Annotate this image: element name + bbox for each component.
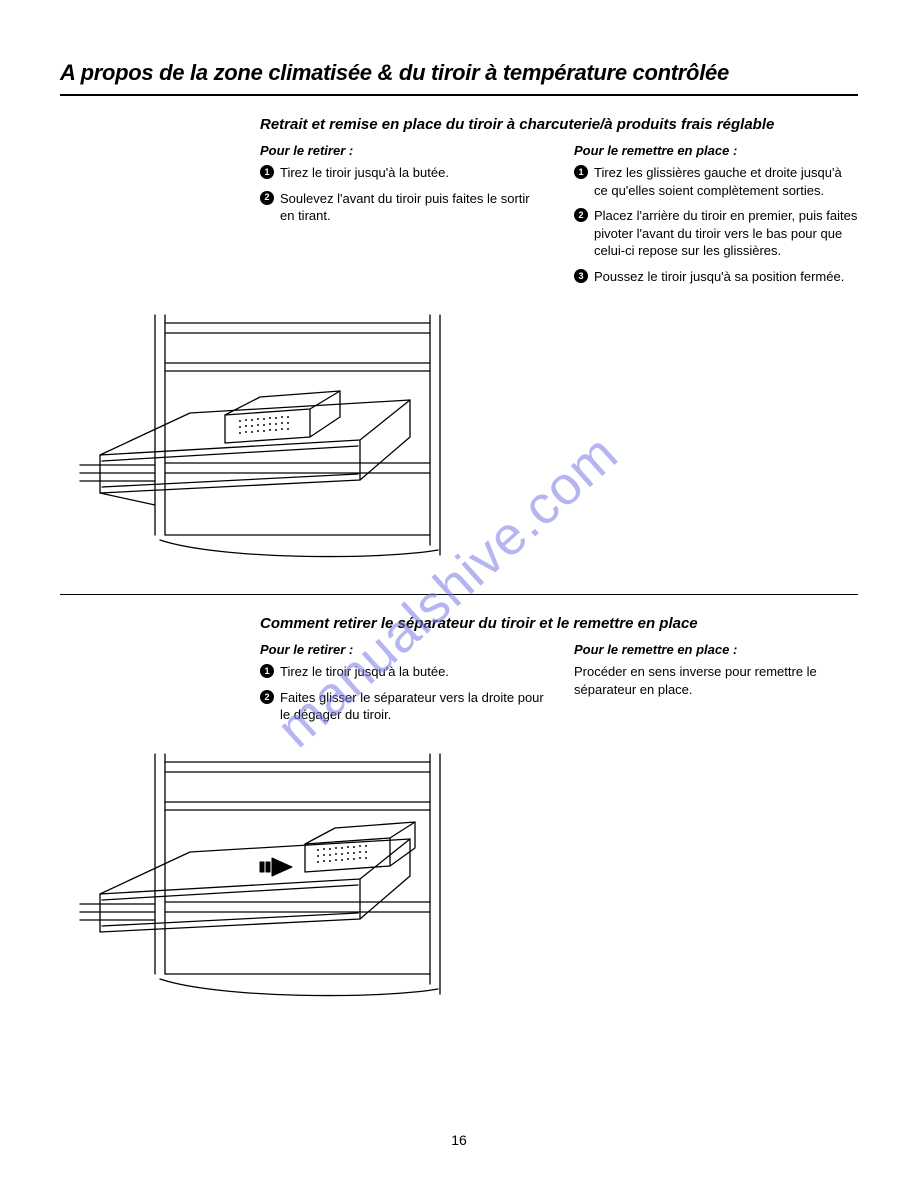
section2-left-heading: Pour le retirer : bbox=[260, 642, 544, 657]
section2-left-step: 2 Faites glisser le séparateur vers la d… bbox=[260, 689, 544, 724]
section2-right-heading: Pour le remettre en place : bbox=[574, 642, 858, 657]
section2-left-step: 1 Tirez le tiroir jusqu'à la butée. bbox=[260, 663, 544, 681]
section-divider bbox=[60, 594, 858, 595]
drawer-diagram-1 bbox=[60, 305, 858, 570]
step-text: Faites glisser le séparateur vers la dro… bbox=[280, 689, 544, 724]
section1-right-step: 3 Poussez le tiroir jusqu'à sa position … bbox=[574, 268, 858, 286]
bullet-icon: 2 bbox=[260, 191, 274, 205]
section1-right-step: 1 Tirez les glissières gauche et droite … bbox=[574, 164, 858, 199]
drawer-diagram-2 bbox=[60, 744, 858, 1009]
bullet-icon: 1 bbox=[260, 664, 274, 678]
step-text: Placez l'arrière du tiroir en premier, p… bbox=[594, 207, 858, 260]
step-text: Poussez le tiroir jusqu'à sa position fe… bbox=[594, 268, 858, 286]
section2-columns: Pour le retirer : 1 Tirez le tiroir jusq… bbox=[260, 642, 858, 732]
section1-left-heading: Pour le retirer : bbox=[260, 143, 544, 158]
page-number: 16 bbox=[0, 1132, 918, 1148]
section1-columns: Pour le retirer : 1 Tirez le tiroir jusq… bbox=[260, 143, 858, 293]
section2-title: Comment retirer le séparateur du tiroir … bbox=[260, 615, 858, 632]
drawer-illustration-icon bbox=[60, 305, 460, 565]
divider-illustration-icon bbox=[60, 744, 460, 1004]
section2-right-text: Procéder en sens inverse pour remettre l… bbox=[574, 663, 858, 698]
bullet-icon: 1 bbox=[260, 165, 274, 179]
section1-right-heading: Pour le remettre en place : bbox=[574, 143, 858, 158]
step-text: Tirez les glissières gauche et droite ju… bbox=[594, 164, 858, 199]
bullet-icon: 3 bbox=[574, 269, 588, 283]
section1-title: Retrait et remise en place du tiroir à c… bbox=[260, 116, 858, 133]
step-text: Tirez le tiroir jusqu'à la butée. bbox=[280, 164, 544, 182]
step-text: Soulevez l'avant du tiroir puis faites l… bbox=[280, 190, 544, 225]
section1-left-step: 1 Tirez le tiroir jusqu'à la butée. bbox=[260, 164, 544, 182]
page-title: A propos de la zone climatisée & du tiro… bbox=[60, 60, 858, 96]
section1-left-col: Pour le retirer : 1 Tirez le tiroir jusq… bbox=[260, 143, 544, 293]
step-text: Tirez le tiroir jusqu'à la butée. bbox=[280, 663, 544, 681]
section2-right-col: Pour le remettre en place : Procéder en … bbox=[574, 642, 858, 732]
bullet-icon: 1 bbox=[574, 165, 588, 179]
section1-right-col: Pour le remettre en place : 1 Tirez les … bbox=[574, 143, 858, 293]
section1-right-step: 2 Placez l'arrière du tiroir en premier,… bbox=[574, 207, 858, 260]
section1-left-step: 2 Soulevez l'avant du tiroir puis faites… bbox=[260, 190, 544, 225]
section2-left-col: Pour le retirer : 1 Tirez le tiroir jusq… bbox=[260, 642, 544, 732]
bullet-icon: 2 bbox=[574, 208, 588, 222]
bullet-icon: 2 bbox=[260, 690, 274, 704]
